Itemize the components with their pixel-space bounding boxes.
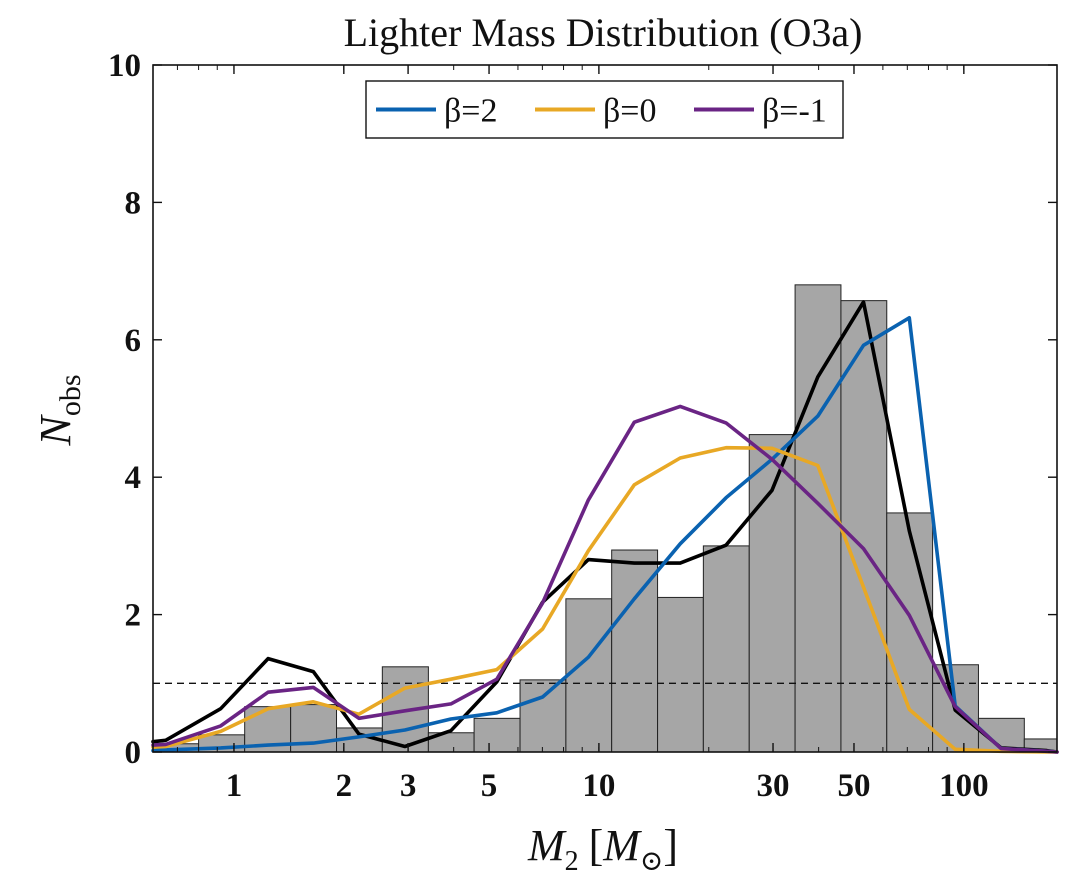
x-tick-label: 30 [757,768,790,804]
histogram-bar-11 [657,596,704,753]
x-tick-label: 2 [336,768,353,804]
y-axis-label: Nobs [31,374,87,446]
x-tick-label: 1 [226,768,243,804]
x-tick-label: 50 [837,768,870,804]
histogram-bar-10 [611,549,659,753]
y-tick-label: 8 [125,185,142,221]
y-tick-label: 4 [125,460,142,496]
histogram-bar-12 [702,545,750,753]
chart-title: Lighter Mass Distribution (O3a) [344,10,863,55]
legend-label: β=2 [444,93,497,130]
x-axis-label: M2 [M⊙] [527,821,678,875]
legend-box [365,80,844,139]
x-tick-label: 3 [400,768,417,804]
series-line-0 [151,300,1059,754]
x-axis-label-main: M [527,821,567,870]
x-axis-label-bracket-open: [ [589,821,604,870]
y-tick-label: 10 [108,48,141,84]
histogram-bar-13 [748,434,796,753]
y-axis-label-main: N [31,414,80,447]
legend-label: β=0 [603,93,656,130]
plot-frame [152,64,1058,753]
series-line-2 [151,445,1059,754]
series-line-3 [151,404,1059,754]
legend-label: β=-1 [762,93,827,130]
histogram-bar-9 [565,598,613,753]
y-axis-label-sub: obs [54,374,87,416]
x-axis-label-unit-sub: ⊙ [640,846,663,875]
histogram-bar-7 [473,717,521,753]
histogram [152,284,1058,753]
x-tick-label: 10 [582,768,615,804]
x-axis-label-unit: M [602,821,642,870]
y-tick-label: 2 [125,598,142,634]
histogram-bar-8 [519,679,567,753]
legend: β=2 β=0 β=-1 [365,80,844,139]
series-line-1 [151,315,1059,754]
series-group [151,300,1059,754]
y-tick-label: 6 [125,323,142,359]
x-tick-label: 100 [939,768,989,804]
y-tick-label: 0 [125,735,142,771]
x-axis-label-sub: 2 [565,846,579,875]
x-axis-label-bracket-close: ] [663,821,678,870]
histogram-bar-16 [886,512,934,753]
x-tick-label: 5 [481,768,498,804]
